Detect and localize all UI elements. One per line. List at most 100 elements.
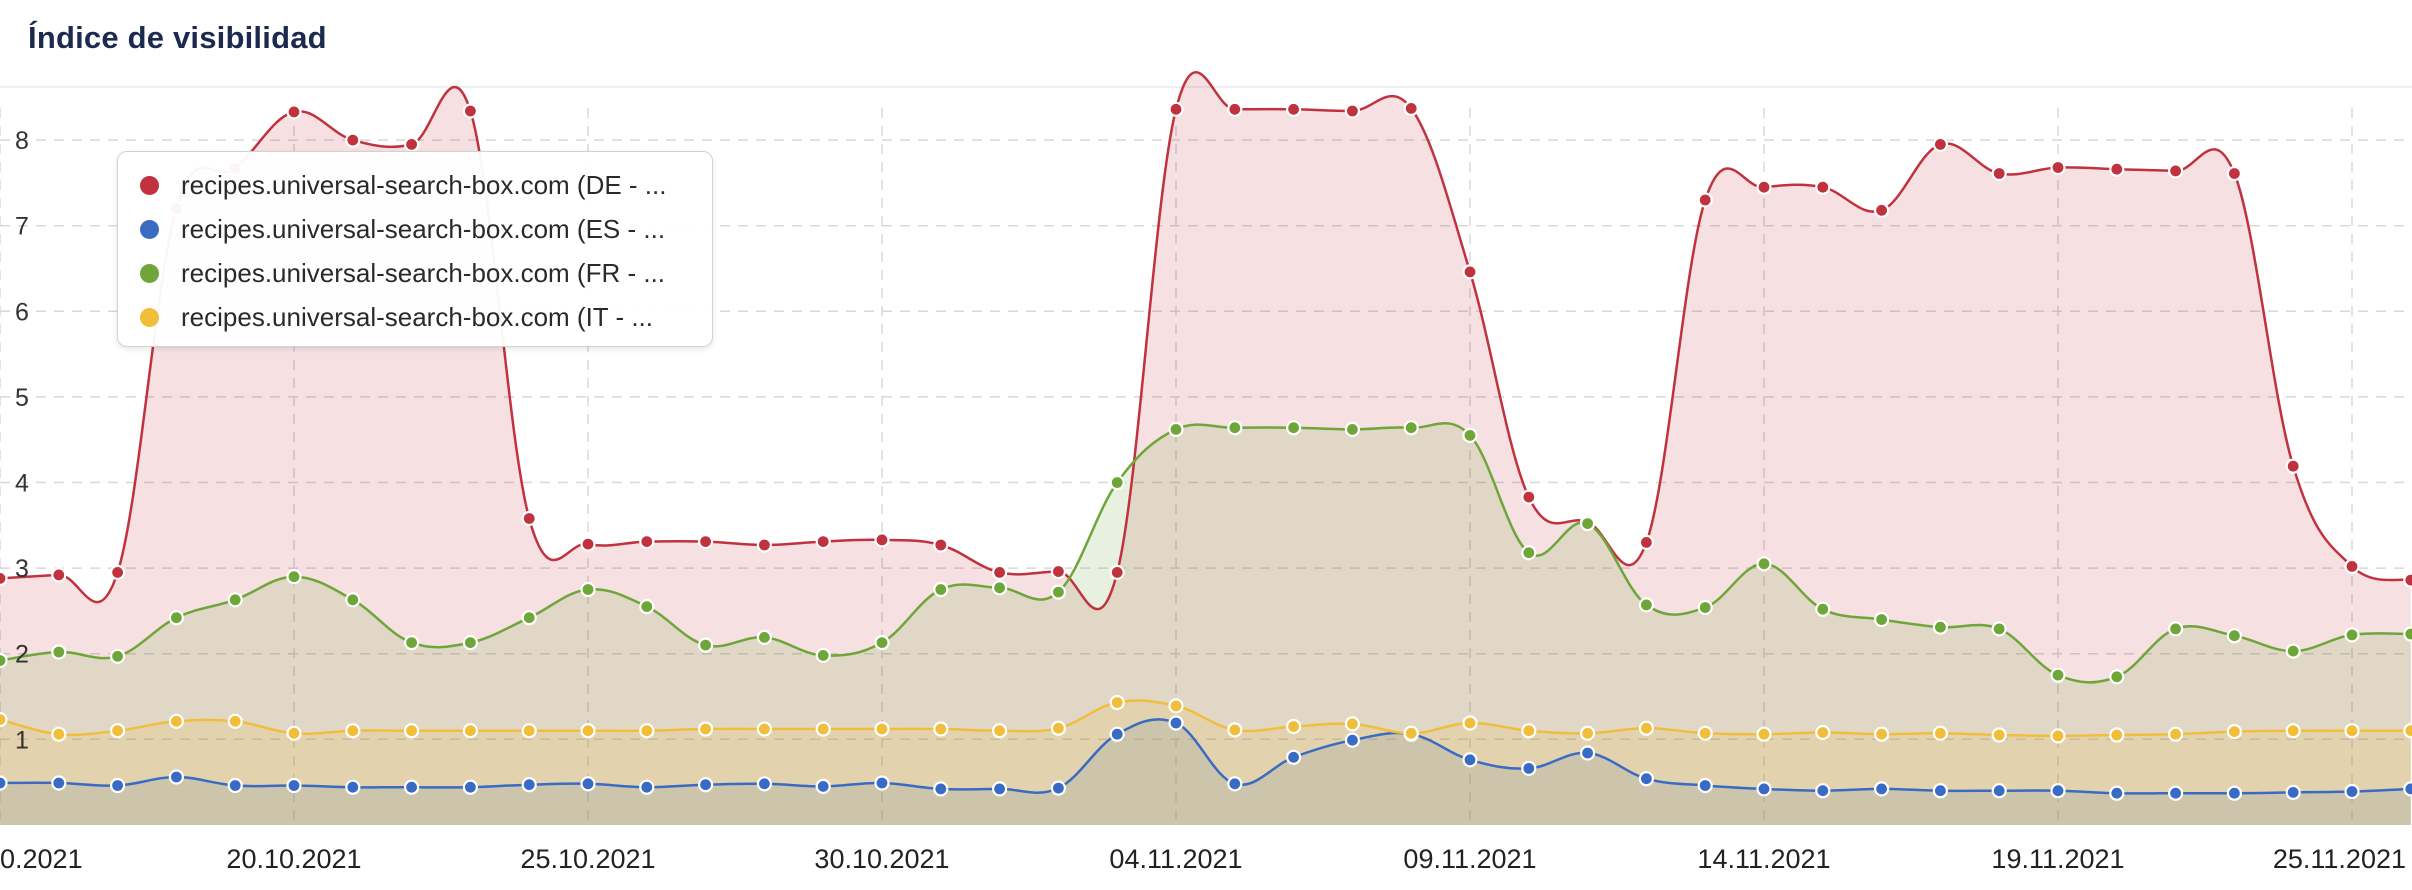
data-point-es[interactable] xyxy=(1815,783,1831,799)
data-point-fr[interactable] xyxy=(1756,556,1772,572)
data-point-de[interactable] xyxy=(933,537,949,553)
data-point-es[interactable] xyxy=(2344,783,2360,800)
data-point-it[interactable] xyxy=(697,721,714,737)
data-point-de[interactable] xyxy=(286,104,302,120)
data-point-it[interactable] xyxy=(0,712,8,728)
series-points[interactable] xyxy=(0,100,2412,801)
data-point-fr[interactable] xyxy=(1344,421,1361,437)
data-point-de[interactable] xyxy=(404,136,420,152)
data-point-es[interactable] xyxy=(227,777,243,794)
data-point-it[interactable] xyxy=(874,721,890,737)
data-point-de[interactable] xyxy=(1227,101,1243,117)
data-point-it[interactable] xyxy=(1050,720,1067,736)
data-point-es[interactable] xyxy=(580,776,596,792)
data-point-es[interactable] xyxy=(2285,784,2301,801)
data-point-fr[interactable] xyxy=(404,634,420,651)
data-point-de[interactable] xyxy=(1109,564,1125,581)
data-point-fr[interactable] xyxy=(2403,626,2412,642)
data-point-it[interactable] xyxy=(1991,727,2007,743)
legend-item-de[interactable]: recipes.universal-search-box.com (DE - .… xyxy=(118,163,712,207)
data-point-de[interactable] xyxy=(345,132,361,148)
data-point-it[interactable] xyxy=(404,723,420,739)
data-point-fr[interactable] xyxy=(1168,421,1184,437)
data-point-de[interactable] xyxy=(1815,179,1831,195)
data-point-es[interactable] xyxy=(1579,745,1596,761)
data-point-it[interactable] xyxy=(227,713,243,729)
data-point-es[interactable] xyxy=(404,779,420,795)
data-point-fr[interactable] xyxy=(286,569,302,585)
data-point-it[interactable] xyxy=(1638,720,1655,736)
data-point-de[interactable] xyxy=(815,533,831,550)
data-point-es[interactable] xyxy=(991,781,1008,797)
data-point-es[interactable] xyxy=(1991,783,2007,799)
data-point-it[interactable] xyxy=(1932,725,1949,741)
data-point-es[interactable] xyxy=(874,775,890,791)
data-point-de[interactable] xyxy=(991,564,1008,581)
data-point-fr[interactable] xyxy=(1521,545,1537,561)
data-point-de[interactable] xyxy=(462,103,478,119)
data-point-fr[interactable] xyxy=(345,592,361,608)
data-point-de[interactable] xyxy=(0,570,8,586)
data-point-it[interactable] xyxy=(521,723,537,739)
data-point-es[interactable] xyxy=(933,781,949,797)
data-point-fr[interactable] xyxy=(0,652,8,669)
data-point-de[interactable] xyxy=(2285,458,2301,474)
data-point-it[interactable] xyxy=(639,723,655,739)
data-point-it[interactable] xyxy=(2403,723,2412,739)
data-point-fr[interactable] xyxy=(580,581,596,598)
data-point-it[interactable] xyxy=(51,726,67,742)
data-point-de[interactable] xyxy=(1991,165,2007,182)
data-point-es[interactable] xyxy=(168,769,184,785)
data-point-it[interactable] xyxy=(991,723,1008,739)
data-point-de[interactable] xyxy=(1638,534,1655,551)
data-point-de[interactable] xyxy=(697,533,714,550)
data-point-fr[interactable] xyxy=(1050,584,1067,600)
data-point-it[interactable] xyxy=(462,723,478,739)
data-point-it[interactable] xyxy=(109,723,126,739)
data-point-it[interactable] xyxy=(2168,726,2184,742)
data-point-de[interactable] xyxy=(2168,163,2184,179)
data-point-it[interactable] xyxy=(1756,726,1772,742)
data-point-fr[interactable] xyxy=(1227,420,1243,436)
data-point-fr[interactable] xyxy=(2109,669,2125,685)
data-point-es[interactable] xyxy=(1521,760,1537,777)
data-point-de[interactable] xyxy=(1521,489,1537,505)
data-point-de[interactable] xyxy=(1050,563,1067,580)
data-point-es[interactable] xyxy=(1168,715,1184,731)
data-point-fr[interactable] xyxy=(462,634,478,651)
data-point-it[interactable] xyxy=(756,721,773,737)
data-point-it[interactable] xyxy=(1579,725,1596,741)
data-point-de[interactable] xyxy=(2050,159,2066,176)
data-point-fr[interactable] xyxy=(991,580,1008,596)
data-point-it[interactable] xyxy=(1285,718,1302,735)
data-point-de[interactable] xyxy=(1403,100,1419,117)
data-point-fr[interactable] xyxy=(874,634,890,651)
legend-item-fr[interactable]: recipes.universal-search-box.com (FR - .… xyxy=(118,251,712,295)
data-point-es[interactable] xyxy=(1050,780,1067,796)
data-point-es[interactable] xyxy=(2050,783,2066,799)
data-point-it[interactable] xyxy=(1521,723,1537,739)
data-point-de[interactable] xyxy=(51,567,67,583)
data-point-de[interactable] xyxy=(874,532,890,548)
data-point-it[interactable] xyxy=(2050,728,2066,744)
data-point-de[interactable] xyxy=(1462,264,1478,280)
data-point-de[interactable] xyxy=(1168,101,1184,117)
data-point-es[interactable] xyxy=(815,778,831,795)
data-point-fr[interactable] xyxy=(2285,643,2301,659)
data-point-it[interactable] xyxy=(1815,724,1831,741)
data-point-es[interactable] xyxy=(2403,781,2412,797)
data-point-es[interactable] xyxy=(1285,749,1302,765)
data-point-de[interactable] xyxy=(2344,558,2360,575)
data-point-es[interactable] xyxy=(345,779,361,795)
data-point-es[interactable] xyxy=(1638,771,1655,787)
data-point-es[interactable] xyxy=(2168,785,2184,801)
data-point-fr[interactable] xyxy=(521,610,537,626)
data-point-fr[interactable] xyxy=(1462,427,1478,443)
data-point-fr[interactable] xyxy=(697,637,714,653)
data-point-it[interactable] xyxy=(933,721,949,737)
data-point-it[interactable] xyxy=(1697,725,1713,741)
data-point-fr[interactable] xyxy=(2050,667,2066,683)
data-point-es[interactable] xyxy=(109,777,126,794)
data-point-it[interactable] xyxy=(345,723,361,739)
data-point-fr[interactable] xyxy=(2168,621,2184,637)
